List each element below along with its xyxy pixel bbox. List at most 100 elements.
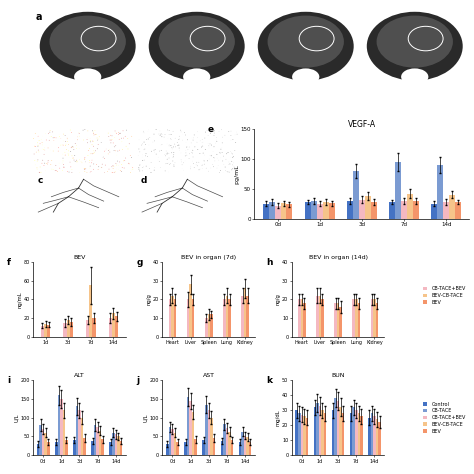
Point — [165, 141, 173, 148]
Bar — [41, 326, 44, 337]
Point — [172, 134, 179, 142]
Point — [55, 147, 62, 155]
Bar — [83, 438, 86, 455]
Point — [161, 167, 169, 175]
Point — [162, 152, 169, 160]
Point — [87, 137, 94, 145]
Point — [34, 132, 42, 140]
Point — [69, 154, 77, 162]
Point — [151, 137, 158, 145]
Point — [173, 139, 181, 146]
Point — [33, 165, 41, 173]
Point — [139, 156, 146, 164]
Point — [71, 152, 79, 159]
Title: ALT: ALT — [74, 374, 85, 378]
Bar — [263, 204, 269, 219]
Point — [58, 141, 66, 148]
Point — [150, 130, 158, 138]
Point — [161, 151, 168, 158]
Point — [32, 143, 39, 150]
Bar — [44, 324, 47, 337]
Text: b: b — [37, 131, 44, 140]
Point — [191, 164, 198, 171]
Point — [100, 155, 108, 162]
Point — [228, 161, 236, 169]
Bar — [231, 440, 233, 455]
Ellipse shape — [267, 16, 344, 68]
Text: e: e — [207, 125, 213, 134]
Point — [38, 145, 46, 153]
Point — [87, 150, 95, 157]
Point — [33, 148, 40, 156]
Bar — [334, 303, 337, 337]
Point — [201, 134, 209, 142]
Point — [34, 156, 42, 164]
Point — [69, 143, 76, 150]
Bar — [174, 300, 176, 337]
Point — [74, 167, 82, 174]
Point — [124, 145, 132, 153]
Bar — [321, 410, 324, 455]
Point — [81, 166, 88, 173]
Point — [64, 134, 71, 142]
Point — [119, 127, 127, 135]
Point — [221, 163, 229, 171]
Point — [166, 130, 174, 138]
Point — [163, 147, 170, 155]
Point — [41, 159, 48, 167]
Point — [128, 166, 135, 173]
Point — [118, 161, 126, 168]
Point — [233, 165, 240, 173]
Point — [158, 141, 166, 148]
Point — [73, 158, 81, 166]
Point — [146, 134, 154, 141]
Bar — [357, 303, 360, 337]
Point — [150, 166, 158, 174]
Point — [105, 133, 113, 140]
Point — [207, 130, 214, 137]
Point — [229, 136, 237, 143]
Point — [129, 164, 137, 171]
Point — [65, 147, 73, 155]
Point — [37, 168, 45, 176]
Point — [170, 149, 178, 156]
Point — [182, 138, 190, 146]
Y-axis label: ng/g: ng/g — [146, 293, 151, 305]
Point — [144, 128, 152, 136]
Point — [207, 164, 215, 172]
Point — [164, 149, 172, 157]
Bar — [119, 441, 122, 455]
Point — [187, 139, 195, 146]
Point — [119, 134, 127, 142]
Point — [49, 147, 57, 155]
Point — [59, 155, 67, 162]
Point — [226, 160, 234, 168]
Bar — [70, 322, 73, 337]
Point — [188, 148, 196, 156]
Point — [47, 161, 55, 168]
Point — [89, 137, 96, 145]
Point — [77, 158, 85, 165]
Point — [169, 134, 176, 141]
Point — [105, 147, 112, 155]
Point — [60, 164, 68, 171]
Point — [109, 169, 116, 177]
Point — [61, 148, 69, 156]
Point — [38, 141, 46, 149]
Bar — [86, 320, 89, 337]
Bar — [337, 401, 339, 455]
Point — [136, 148, 144, 155]
Bar — [350, 413, 353, 455]
Point — [93, 134, 101, 142]
Bar — [169, 427, 171, 455]
Bar — [117, 437, 119, 455]
Bar — [360, 416, 363, 455]
Point — [230, 164, 238, 171]
Bar — [303, 416, 306, 455]
Point — [206, 155, 213, 163]
Point — [89, 127, 96, 135]
Point — [68, 143, 76, 151]
Bar — [192, 412, 194, 455]
Point — [226, 168, 233, 176]
Point — [84, 147, 92, 155]
